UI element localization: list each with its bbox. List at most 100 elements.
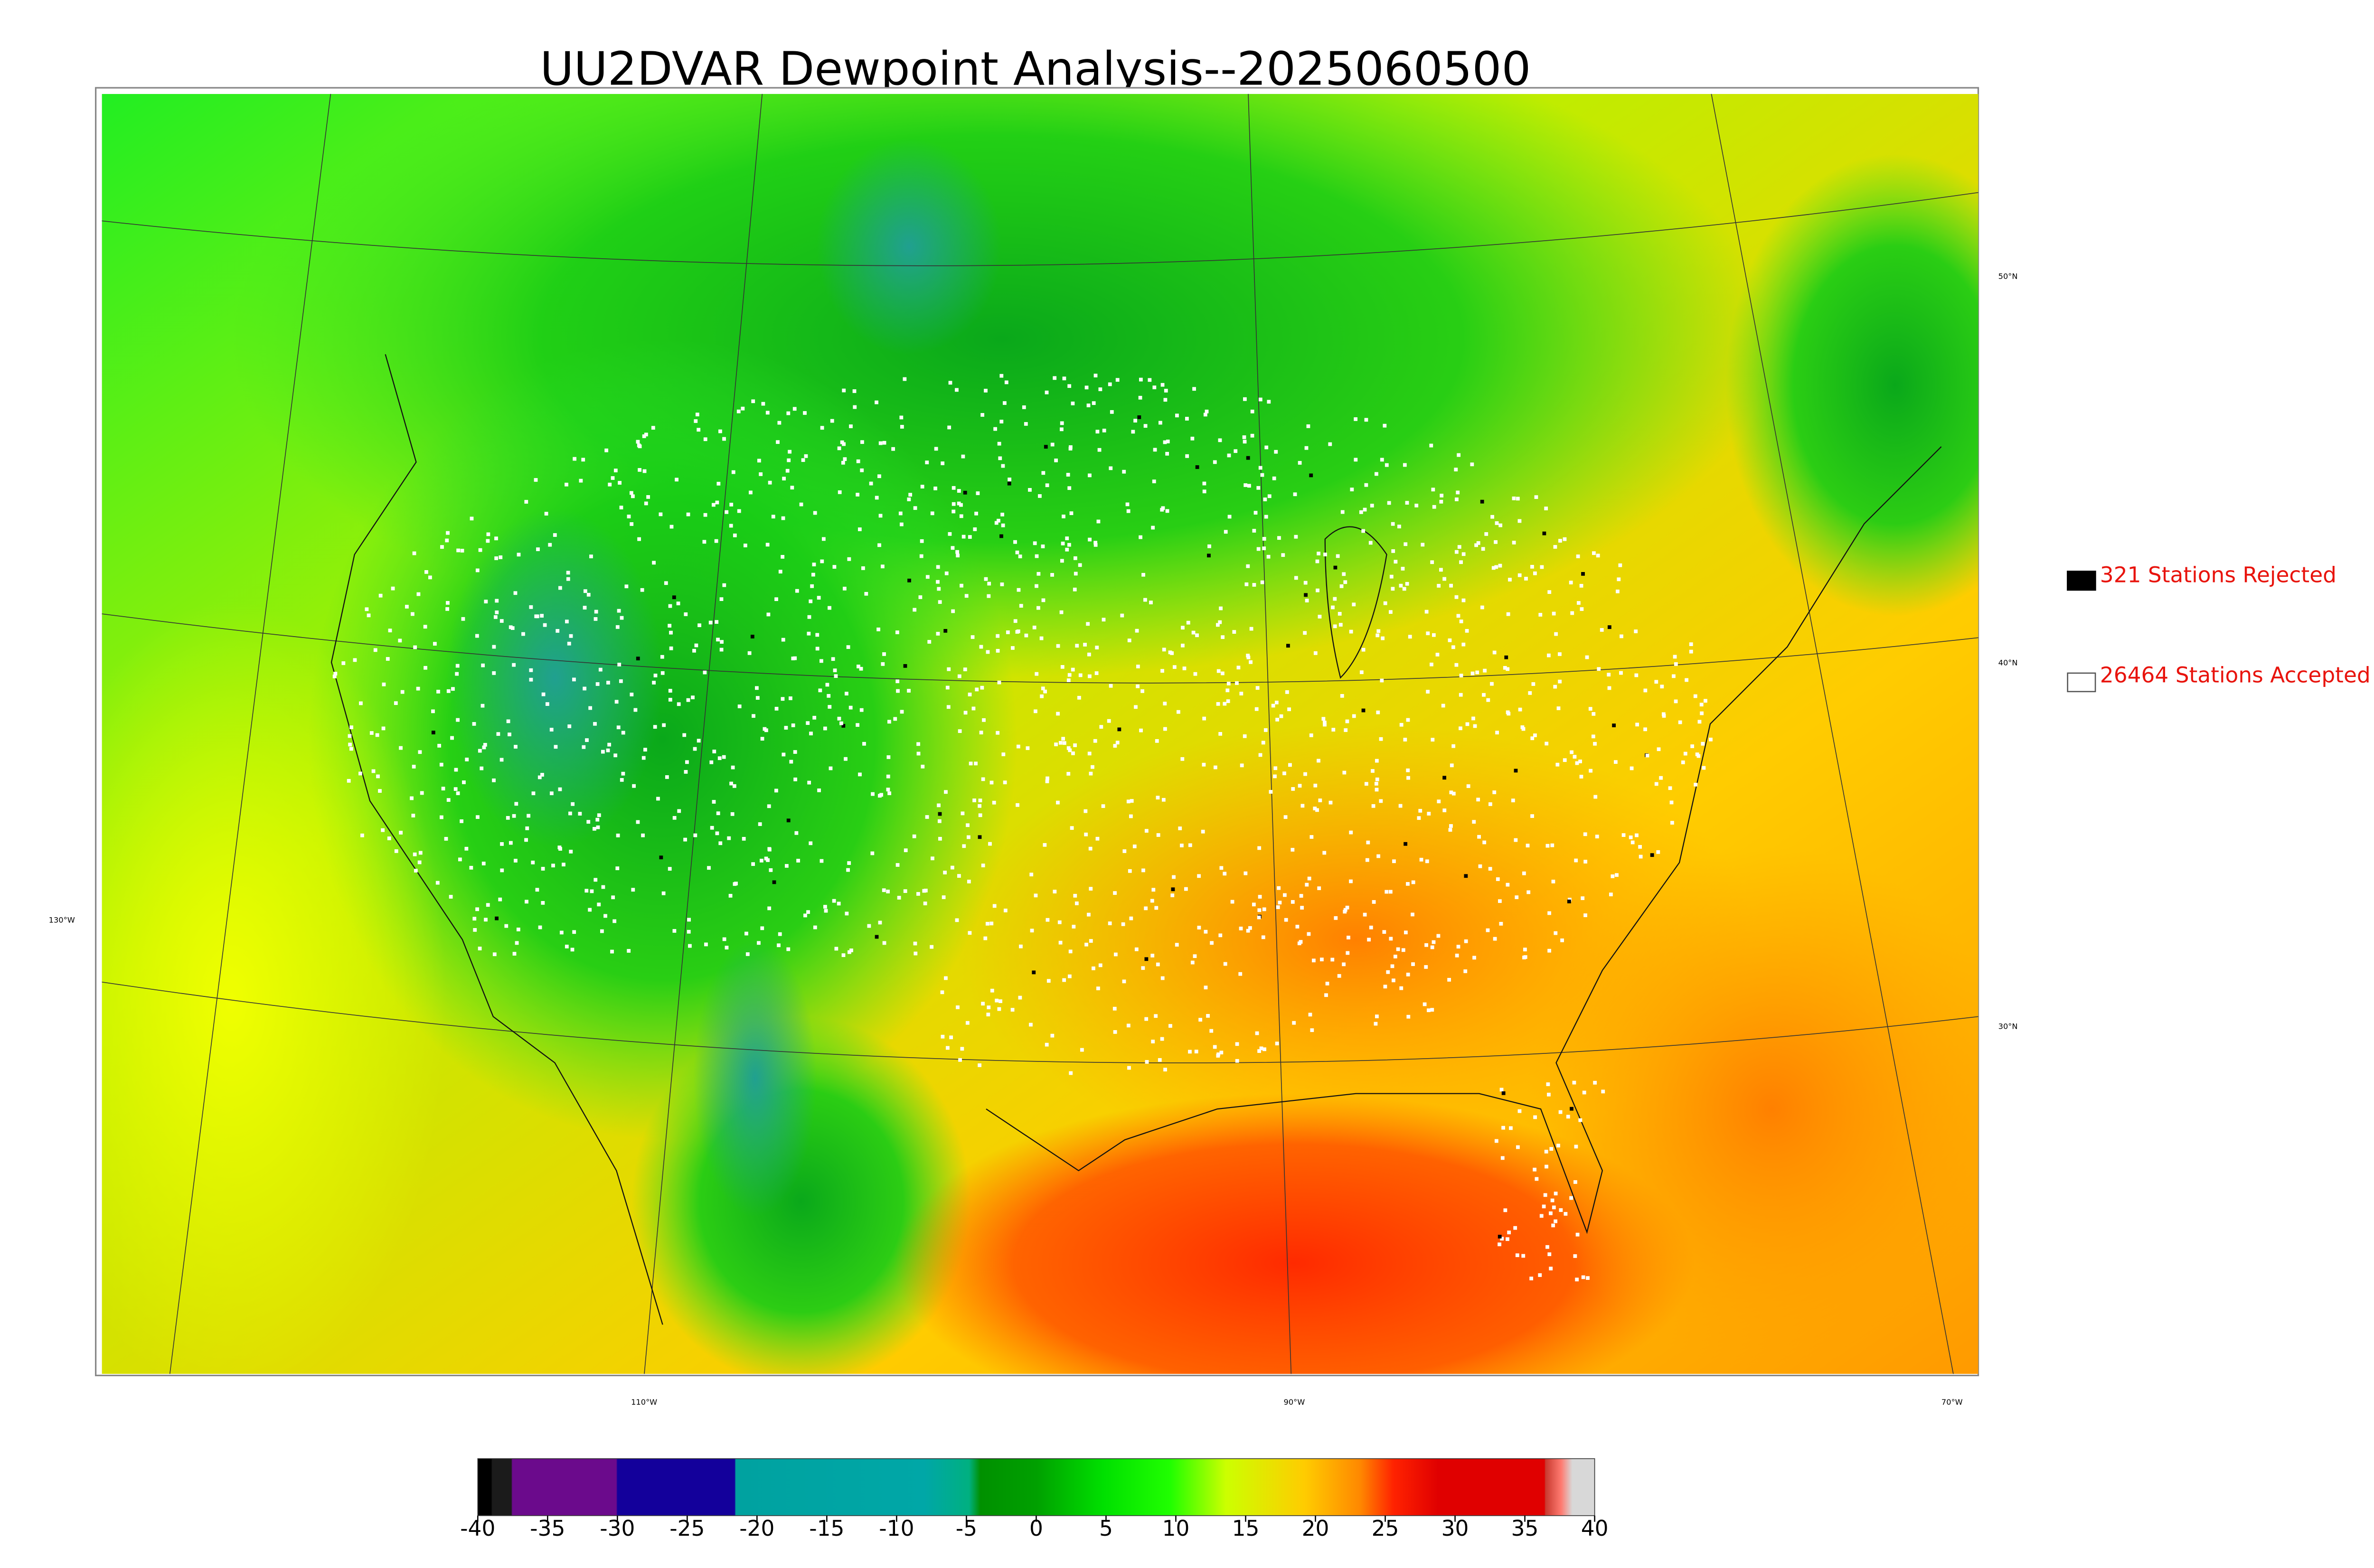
station-marker xyxy=(1554,1219,1558,1223)
station-marker xyxy=(1097,448,1102,452)
station-marker xyxy=(543,623,547,627)
station-marker xyxy=(1221,635,1225,639)
station-marker xyxy=(414,869,418,873)
station-marker xyxy=(566,571,570,575)
station-marker xyxy=(676,601,680,606)
station-marker xyxy=(907,578,911,582)
station-marker xyxy=(1322,721,1327,724)
station-marker xyxy=(1240,763,1244,768)
station-marker xyxy=(1364,418,1368,422)
station-marker xyxy=(812,563,816,566)
station-marker xyxy=(1066,772,1071,776)
station-marker xyxy=(549,728,554,732)
station-marker xyxy=(806,721,810,725)
station-marker xyxy=(978,804,982,808)
station-marker xyxy=(416,686,420,691)
station-marker xyxy=(918,595,923,599)
station-marker xyxy=(1484,532,1488,536)
station-marker xyxy=(596,825,600,829)
station-marker xyxy=(1016,803,1019,807)
station-marker xyxy=(1432,505,1436,509)
station-marker xyxy=(1579,584,1583,588)
station-marker xyxy=(1591,734,1595,739)
station-marker xyxy=(719,648,724,652)
station-marker xyxy=(367,613,371,618)
station-marker xyxy=(1030,929,1034,933)
station-marker xyxy=(1643,727,1647,732)
station-marker xyxy=(774,597,778,601)
station-marker xyxy=(951,502,956,506)
station-marker xyxy=(461,617,465,621)
station-marker xyxy=(744,931,748,936)
station-marker xyxy=(1634,673,1639,677)
station-marker xyxy=(1406,718,1410,722)
station-marker xyxy=(786,411,791,415)
station-marker xyxy=(1349,629,1353,634)
station-marker xyxy=(742,837,746,841)
station-marker xyxy=(895,630,899,634)
station-marker xyxy=(1512,541,1516,545)
station-marker xyxy=(845,692,848,695)
station-marker xyxy=(1094,671,1099,675)
station-marker xyxy=(1182,667,1187,670)
station-marker xyxy=(999,534,1003,538)
station-marker xyxy=(1095,430,1100,434)
station-marker xyxy=(1347,936,1350,939)
station-marker xyxy=(1018,554,1022,558)
station-marker xyxy=(731,470,735,474)
station-marker xyxy=(1406,768,1410,772)
station-marker xyxy=(1529,1277,1534,1281)
station-marker xyxy=(1261,935,1265,939)
station-marker xyxy=(760,858,763,863)
station-marker xyxy=(1202,716,1206,721)
station-marker xyxy=(1131,430,1135,434)
station-marker xyxy=(629,491,633,495)
station-marker xyxy=(1461,552,1466,556)
graticule xyxy=(102,94,1978,1374)
station-marker xyxy=(669,646,673,650)
station-marker xyxy=(960,583,963,588)
station-marker xyxy=(1486,928,1490,932)
station-marker xyxy=(1581,572,1585,576)
station-marker xyxy=(1583,860,1588,864)
station-marker xyxy=(1491,566,1496,570)
station-marker xyxy=(938,812,942,816)
station-marker xyxy=(882,441,886,445)
station-marker xyxy=(716,811,720,816)
station-marker xyxy=(1056,712,1060,716)
field-region xyxy=(1725,154,1978,616)
station-marker xyxy=(1331,605,1335,610)
station-marker xyxy=(428,575,432,580)
station-marker xyxy=(1108,382,1112,386)
station-marker xyxy=(1361,708,1366,713)
station-marker xyxy=(1556,1144,1560,1148)
station-marker xyxy=(399,831,403,835)
station-marker xyxy=(1349,879,1353,883)
station-marker xyxy=(399,746,403,750)
station-marker xyxy=(1547,1092,1551,1097)
station-marker xyxy=(1093,374,1098,377)
station-marker xyxy=(704,942,708,947)
station-marker xyxy=(1322,851,1327,855)
station-marker xyxy=(867,924,871,928)
station-marker xyxy=(424,666,427,670)
station-marker xyxy=(1029,873,1034,877)
station-marker xyxy=(714,539,718,543)
station-marker xyxy=(1506,883,1510,887)
station-marker xyxy=(1645,753,1649,758)
station-marker xyxy=(1638,845,1642,849)
station-marker xyxy=(1337,974,1341,978)
station-marker xyxy=(588,706,593,710)
station-marker xyxy=(1235,1042,1239,1046)
colorbar-tick-label: -20 xyxy=(739,1516,774,1541)
station-marker xyxy=(1139,728,1143,732)
station-marker xyxy=(1249,660,1253,664)
station-marker xyxy=(1454,663,1459,667)
station-marker xyxy=(1141,966,1145,970)
station-marker xyxy=(1170,893,1175,897)
station-marker xyxy=(1254,707,1259,711)
station-marker xyxy=(1474,543,1478,547)
station-marker xyxy=(1411,912,1414,917)
station-marker xyxy=(1506,1237,1509,1241)
station-marker xyxy=(1278,901,1282,905)
